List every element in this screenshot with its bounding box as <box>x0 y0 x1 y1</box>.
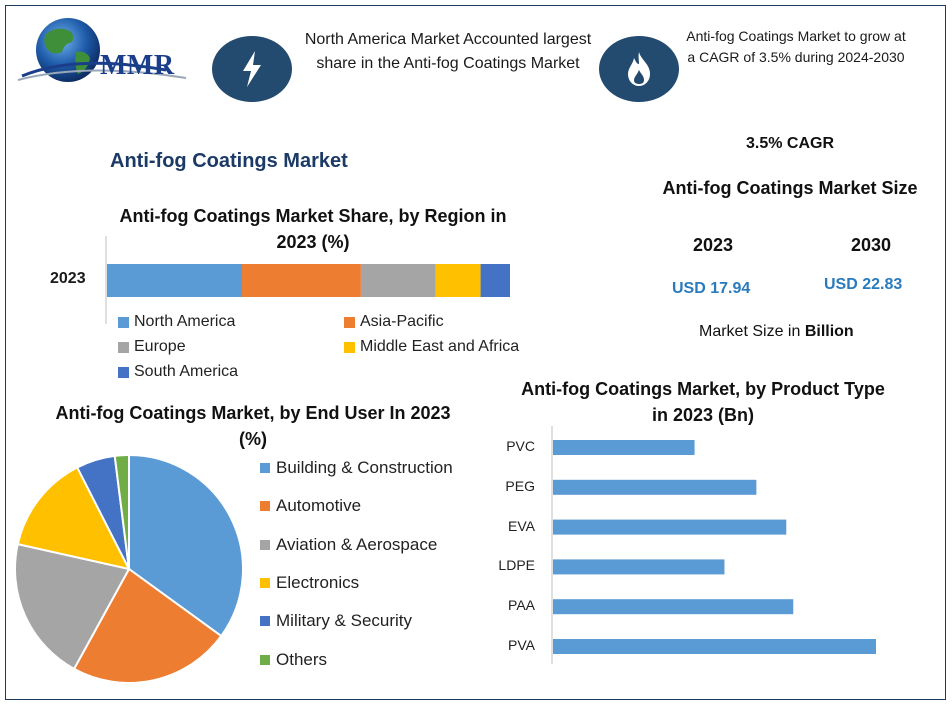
legend-label: Electronics <box>276 572 360 592</box>
product-label-ldpe: LDPE <box>498 557 535 574</box>
flame-icon-badge <box>599 36 679 102</box>
legend-label: Building & Construction <box>276 458 453 477</box>
product-bar-ldpe <box>553 559 725 575</box>
legend-label: North America <box>134 313 236 330</box>
enduser-legend-military-and-security: Military & Security <box>260 611 412 631</box>
product-label-paa: PAA <box>508 597 535 614</box>
legend-label: Asia-Pacific <box>360 313 444 330</box>
pie-slice-building-and-construction <box>128 453 244 638</box>
pie-slice-automotive <box>72 567 223 684</box>
legend-label: Middle East and Africa <box>360 338 520 355</box>
legend-swatch <box>260 616 270 627</box>
enduser-legend-automotive: Automotive <box>260 496 361 516</box>
region-bar-south-america <box>480 264 510 297</box>
legend-swatch <box>118 366 129 378</box>
mmr-logo: MMR <box>16 16 196 88</box>
product-bar-peg <box>553 479 757 495</box>
legend-swatch <box>344 341 355 353</box>
pie-slice-aviation-and-aerospace <box>14 542 131 671</box>
cagr-label: 3.5% CAGR <box>745 135 835 152</box>
market-size-title: Anti-fog Coatings Market Size <box>662 178 918 198</box>
legend-swatch <box>118 316 129 328</box>
region-chart-title: Anti-fog Coatings Market Share, by Regio… <box>119 206 507 252</box>
year-end-label: 2030 <box>850 235 892 255</box>
page-title: Anti-fog Coatings Market <box>110 150 348 172</box>
region-legend-asia-pacific: Asia-Pacific <box>344 313 444 331</box>
value-start-label: USD 17.94 <box>672 280 751 297</box>
enduser-legend-building-and-construction: Building & Construction <box>260 458 453 478</box>
year-start-label: 2023 <box>692 235 734 255</box>
value-end-label: USD 22.83 <box>824 276 903 293</box>
region-stacked-bar-chart <box>105 236 510 324</box>
enduser-legend-electronics: Electronics <box>260 573 359 593</box>
product-bar-chart <box>551 426 876 664</box>
pie-slice-electronics <box>16 466 131 571</box>
product-label-pvc: PVC <box>506 438 535 454</box>
region-category-label: 2023 <box>50 270 86 287</box>
lightning-icon-badge <box>212 36 292 102</box>
product-label-pva: PVA <box>508 637 535 653</box>
product-label-peg: PEG <box>505 477 535 494</box>
legend-swatch <box>260 463 270 473</box>
legend-label: South America <box>134 363 239 380</box>
header-right-text: Anti-fog Coatings Market to grow at a CA… <box>686 28 906 65</box>
legend-label: Automotive <box>276 496 362 516</box>
legend-swatch <box>118 341 129 353</box>
legend-swatch <box>260 539 270 550</box>
product-bar-paa <box>553 599 794 615</box>
legend-swatch <box>260 501 270 512</box>
region-bar-asia-pacific <box>242 264 361 297</box>
market-size-unit: Market Size in Billion <box>699 323 854 341</box>
globe-icon <box>17 18 187 82</box>
product-bar-eva <box>553 519 787 535</box>
market-size-unit-bold: Billion <box>804 323 854 340</box>
region-legend-europe: Europe <box>118 338 186 356</box>
region-bar-middle-east-and-africa <box>435 264 481 297</box>
lightning-icon <box>243 51 261 87</box>
header-left-text: North America Market Accounted largest s… <box>304 31 592 72</box>
flame-icon <box>628 52 650 86</box>
legend-swatch <box>260 654 270 665</box>
pie-slice-others <box>113 453 130 570</box>
enduser-pie-chart <box>14 453 244 684</box>
brand-name: MMR <box>100 50 175 81</box>
legend-label: Others <box>276 649 328 669</box>
legend-label: Military & Security <box>276 611 413 631</box>
legend-swatch <box>260 577 270 588</box>
legend-swatch <box>344 316 355 328</box>
market-size-unit-prefix: Market Size in <box>699 323 805 340</box>
legend-label: Europe <box>134 338 186 355</box>
product-bar-pvc <box>553 440 695 455</box>
infographic-frame <box>5 5 946 700</box>
enduser-chart-title: Anti-fog Coatings Market, by End User In… <box>55 403 451 449</box>
product-bar-pva <box>553 639 876 654</box>
enduser-legend-others: Others <box>260 650 327 670</box>
region-legend-north-america: North America <box>118 313 235 331</box>
region-bar-north-america <box>107 264 243 297</box>
legend-label: Aviation & Aerospace <box>276 534 438 554</box>
region-legend-middle-east-and-africa: Middle East and Africa <box>344 338 519 356</box>
product-label-eva: EVA <box>508 517 535 534</box>
region-bar-europe <box>360 264 436 297</box>
product-chart-title: Anti-fog Coatings Market, by Product Typ… <box>521 379 885 425</box>
enduser-legend-aviation-and-aerospace: Aviation & Aerospace <box>260 535 437 555</box>
region-legend-south-america: South America <box>118 363 238 381</box>
